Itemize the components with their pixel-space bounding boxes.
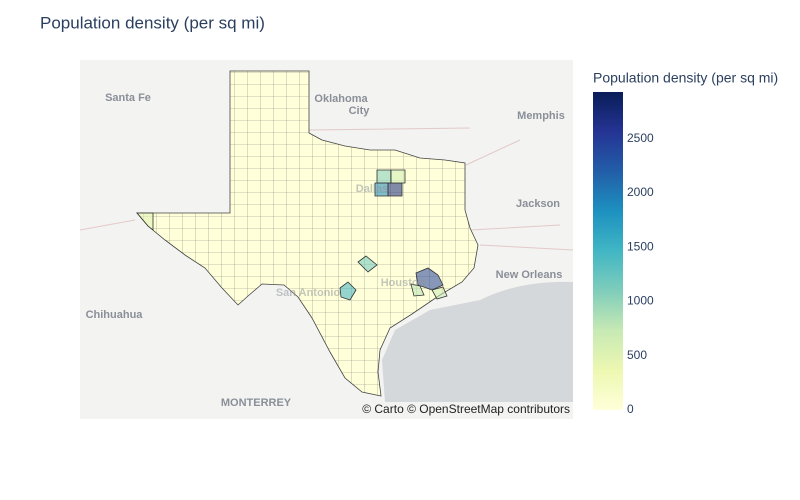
place-label: Jackson [516,198,560,210]
colorbar-tick-label: 500 [627,348,647,362]
colorbar-tick-label: 1000 [627,294,654,308]
colorbar-title: Population density (per sq mi) [593,70,778,86]
place-label: San Antonio [276,287,341,299]
state-borders [79,127,574,251]
regions [136,169,448,301]
place-label: Oklahoma [314,93,368,105]
colorbar-tick-label: 2000 [627,185,654,199]
region [357,255,378,273]
place-label: New Orleans [496,269,563,281]
place-label: Santa Fe [105,92,151,104]
region [387,182,403,197]
region [136,212,154,231]
place-label: Houston [381,277,426,289]
region [410,283,425,297]
place-label: Dallas [356,183,388,195]
colorbar-tick-label: 2500 [627,131,654,145]
region [415,267,444,291]
colorbar-tick-label: 0 [627,402,634,416]
region [339,281,357,301]
gulf-water [382,281,573,402]
colorbar [593,92,623,410]
place-label: Memphis [517,110,565,122]
attribution: © Carto © OpenStreetMap contributors [362,402,570,416]
region [431,286,448,300]
place-label: City [349,105,371,117]
place-label: Chihuahua [86,309,144,321]
chart-title: Population density (per sq mi) [40,13,265,32]
region [376,169,392,184]
region [390,169,406,184]
colorbar-tick-label: 1500 [627,239,654,253]
place-label: MONTERREY [221,397,292,409]
region [374,182,389,197]
